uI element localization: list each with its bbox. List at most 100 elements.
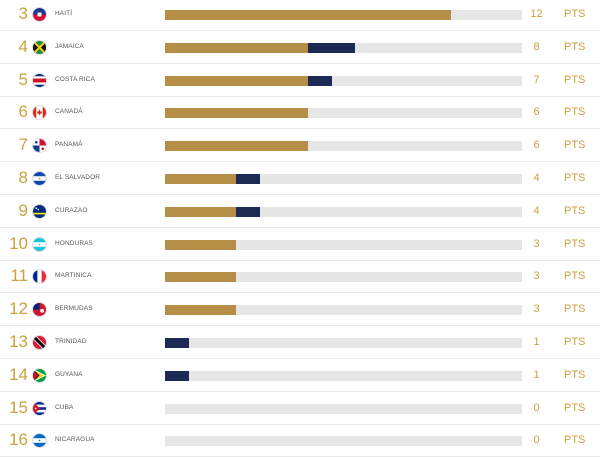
points-unit-label: PTS: [564, 270, 586, 283]
team-name: JAMAICA: [55, 42, 84, 50]
cuba-flag-icon: [32, 400, 47, 416]
standings-row: 13 TRINIDAD 1 PTS: [0, 327, 600, 359]
team-name: BERMUDAS: [55, 305, 93, 313]
rank-number: 9: [18, 200, 28, 220]
standings-row: 4 JAMAICA 8 PTS: [0, 32, 600, 64]
points-unit-label: PTS: [564, 40, 586, 53]
points-unit-label: PTS: [564, 368, 586, 381]
bermuda-flag-icon: [32, 302, 47, 318]
team-name: HONDURAS: [55, 239, 93, 247]
team-name: MARTINICA: [55, 272, 92, 280]
points-bar-track: [165, 75, 522, 86]
points-unit-label: PTS: [564, 172, 586, 184]
rank-number: 4: [18, 36, 28, 56]
rank-number: 6: [18, 102, 28, 122]
panama-flag-icon: [32, 138, 47, 154]
rank-number: 10: [9, 233, 28, 253]
points-value: 4: [533, 172, 540, 184]
team-name: EL SALVADOR: [55, 174, 101, 181]
points-value: 7: [533, 73, 540, 86]
points-bar-gold-segment: [165, 42, 308, 53]
team-name: HAITÍ: [55, 10, 73, 17]
nicaragua-flag-icon: [32, 433, 47, 449]
points-unit-label: PTS: [564, 204, 586, 217]
points-bar-track: [165, 338, 522, 348]
points-bar-gold-segment: [165, 272, 237, 283]
costa-rica-flag-icon: [32, 72, 47, 88]
points-value: 3: [533, 270, 540, 283]
points-bar-track: [165, 206, 522, 217]
points-bar-gold-segment: [165, 141, 308, 152]
points-bar-gold-segment: [165, 305, 237, 316]
martinique-flag-icon: [32, 269, 47, 285]
points-bar-track: [165, 141, 522, 152]
points-value: 3: [533, 303, 540, 316]
rank-number: 12: [9, 299, 28, 319]
points-unit-label: PTS: [564, 237, 586, 250]
standings-row: 8 EL SALVADOR 4 PTS: [0, 163, 600, 195]
points-bar-track: [165, 174, 522, 184]
points-value: 4: [533, 204, 540, 217]
points-bar-track: [165, 108, 522, 119]
points-value: 8: [533, 40, 540, 53]
team-name: CURAZAO: [55, 206, 88, 214]
rank-number: 7: [18, 135, 28, 155]
points-value: 6: [533, 106, 540, 119]
points-bar-track: [165, 10, 522, 20]
points-value: 12: [530, 8, 543, 20]
points-bar-navy-segment: [165, 370, 189, 381]
points-bar-navy-segment: [165, 338, 189, 348]
honduras-flag-icon: [32, 236, 47, 252]
points-bar-gold-segment: [165, 10, 451, 20]
rank-number: 8: [18, 168, 28, 187]
trinidad-flag-icon: [32, 335, 47, 350]
standings-row: 9 CURAZAO 4 PTS: [0, 196, 600, 228]
jamaica-flag-icon: [32, 39, 47, 55]
points-bar-track: [165, 42, 522, 53]
rank-number: 14: [9, 364, 28, 384]
team-name: PANAMÁ: [55, 141, 83, 149]
standings-row: 7 PANAMÁ 6 PTS: [0, 130, 600, 163]
points-bar-track: [165, 272, 522, 283]
points-unit-label: PTS: [564, 303, 586, 316]
points-bar-track: [165, 436, 522, 447]
standings-row: 5 COSTA RICA 7 PTS: [0, 65, 600, 97]
team-name: TRINIDAD: [55, 338, 87, 345]
team-name: COSTA RICA: [55, 75, 95, 83]
points-value: 1: [533, 336, 540, 348]
points-value: 0: [533, 401, 540, 414]
team-name: CUBA: [55, 403, 74, 411]
points-value: 0: [533, 434, 540, 447]
points-unit-label: PTS: [564, 139, 586, 152]
points-unit-label: PTS: [564, 434, 586, 447]
points-unit-label: PTS: [564, 73, 586, 86]
team-name: GUYANA: [55, 370, 83, 378]
canada-flag-icon: [32, 105, 47, 121]
points-unit-label: PTS: [564, 106, 586, 119]
rank-number: 13: [9, 332, 28, 351]
rank-number: 5: [18, 69, 28, 89]
points-bar-track: [165, 305, 522, 316]
rank-number: 3: [18, 4, 28, 23]
standings-row: 11 MARTINICA 3 PTS: [0, 261, 600, 294]
el-salvador-flag-icon: [32, 171, 47, 186]
points-bar-gold-segment: [165, 108, 308, 119]
points-bar-track: [165, 239, 522, 250]
points-bar-gold-segment: [165, 206, 237, 217]
standings-row: 3 HAITÍ 12 PTS: [0, 0, 600, 31]
standings-row: 12 BERMUDAS 3 PTS: [0, 294, 600, 327]
rank-number: 16: [9, 430, 28, 450]
points-value: 3: [533, 237, 540, 250]
points-bar-track: [165, 403, 522, 414]
points-unit-label: PTS: [564, 401, 586, 414]
points-bar-navy-segment: [236, 174, 261, 184]
points-bar-gold-segment: [165, 239, 237, 250]
rank-number: 11: [10, 266, 28, 286]
standings-row: 10 HONDURAS 3 PTS: [0, 229, 600, 261]
points-bar-gold-segment: [165, 174, 237, 184]
team-name: NICARAGUA: [55, 436, 95, 444]
rank-number: 15: [9, 397, 28, 417]
standings-row: 16 NICARAGUA 0 PTS: [0, 425, 600, 457]
guyana-flag-icon: [32, 367, 47, 383]
